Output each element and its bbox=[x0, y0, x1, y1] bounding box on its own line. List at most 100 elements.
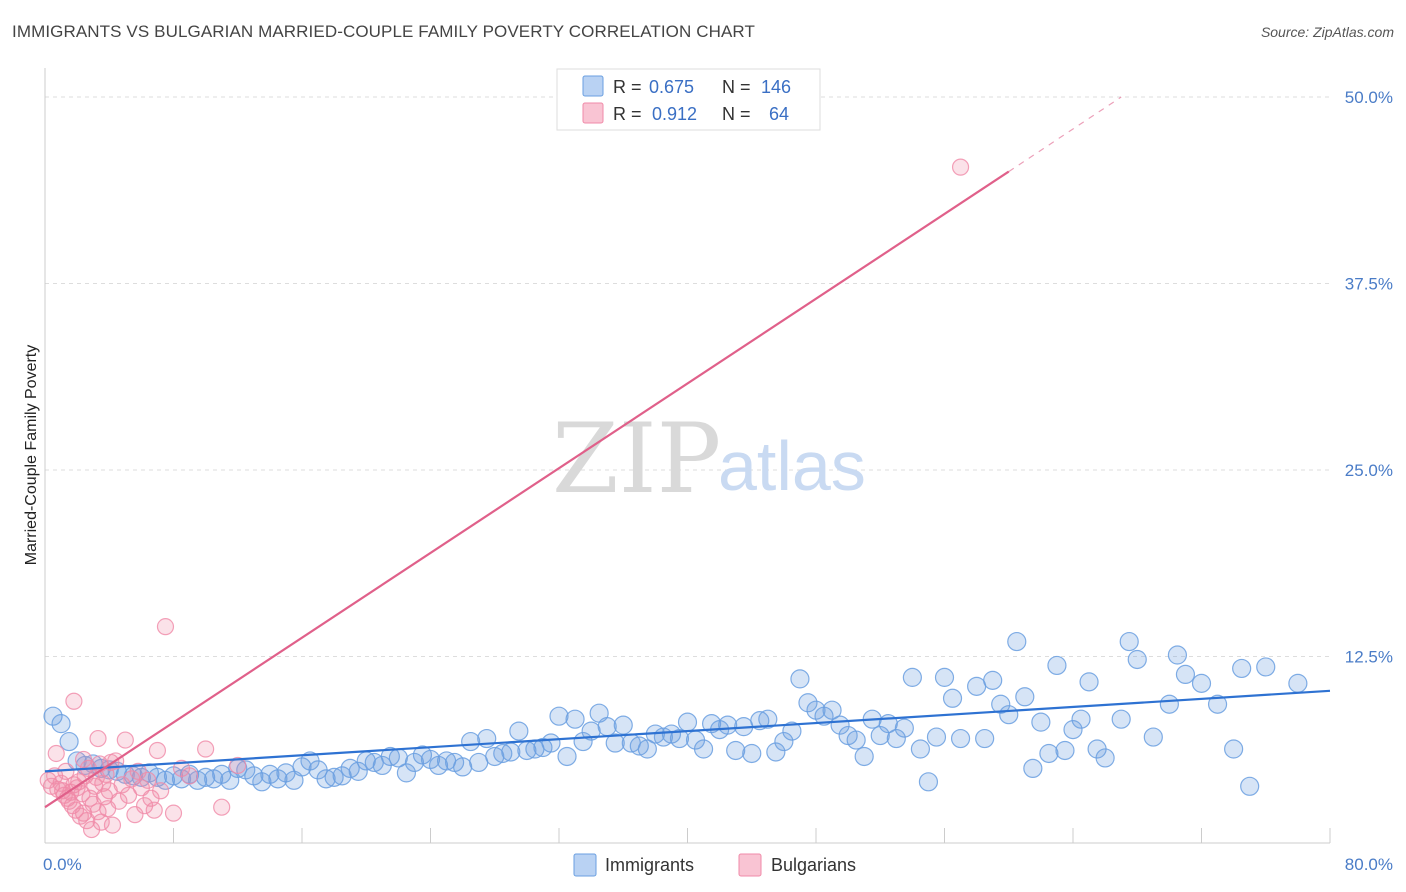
immigrants-point bbox=[1071, 709, 1091, 729]
legend-n-value-1: 146 bbox=[761, 77, 791, 97]
immigrants-point bbox=[324, 767, 344, 787]
trend-lines bbox=[44, 96, 1331, 809]
immigrants-point bbox=[750, 711, 770, 731]
x-tick-label-0: 0.0% bbox=[43, 855, 82, 874]
bulgarians-point bbox=[110, 792, 128, 810]
bulgarians-point bbox=[164, 804, 183, 822]
immigrants-point bbox=[758, 709, 778, 729]
immigrants-point bbox=[396, 763, 417, 783]
immigrants-point bbox=[782, 721, 802, 741]
immigrants-point bbox=[1119, 631, 1139, 652]
x-tick-label-1: 80.0% bbox=[1345, 855, 1393, 874]
bulgarians-point bbox=[156, 618, 175, 636]
bulgarians-point bbox=[139, 771, 157, 789]
immigrants-point bbox=[1256, 657, 1276, 677]
legend-n-value-2: 64 bbox=[769, 104, 789, 124]
axes bbox=[44, 68, 1331, 844]
bulgarians-point bbox=[116, 731, 134, 749]
immigrants-point bbox=[1047, 655, 1067, 676]
legend-r-label-1: R = bbox=[613, 77, 642, 97]
legend-n-label-1: N = bbox=[722, 77, 751, 97]
immigrants-point bbox=[766, 742, 786, 762]
y-tick-label-0: 12.5% bbox=[1345, 648, 1393, 667]
bulgarians-point bbox=[148, 741, 167, 760]
immigrants-point bbox=[1143, 727, 1163, 747]
immigrants-point bbox=[348, 761, 368, 781]
immigrants-point bbox=[1039, 743, 1059, 764]
immigrants-point bbox=[1191, 673, 1212, 693]
bulgarians-point bbox=[119, 786, 138, 804]
chart-title: IMMIGRANTS VS BULGARIAN MARRIED-COUPLE F… bbox=[12, 22, 755, 41]
immigrants-point bbox=[637, 739, 657, 759]
immigrants-point bbox=[541, 733, 561, 753]
immigrants-point bbox=[493, 743, 513, 764]
bulgarians-point bbox=[152, 782, 170, 800]
bulgarians-point bbox=[47, 744, 65, 763]
immigrants-point bbox=[854, 746, 874, 767]
immigrants-point bbox=[1288, 673, 1308, 693]
immigrants-point bbox=[975, 728, 995, 749]
immigrants-point bbox=[461, 731, 481, 752]
watermark: ZIP atlas bbox=[552, 403, 866, 515]
bulgarians-point bbox=[74, 750, 93, 769]
immigrants-point bbox=[509, 721, 529, 741]
immigrants-point bbox=[669, 728, 690, 749]
legend-swatch-bulgarians bbox=[582, 102, 604, 124]
immigrants-point bbox=[404, 752, 425, 773]
immigrants-point bbox=[693, 739, 714, 759]
y-axis-label: Married-Couple Family Poverty bbox=[23, 345, 40, 566]
immigrants-trend-line bbox=[44, 689, 1331, 773]
y-tick-labels: 12.5% 25.0% 37.5% 50.0% bbox=[1345, 88, 1393, 667]
immigrants-point bbox=[43, 706, 63, 726]
immigrants-point bbox=[1127, 649, 1147, 670]
immigrants-point bbox=[1015, 687, 1035, 707]
immigrants-point bbox=[453, 757, 473, 777]
bulgarians-point bbox=[145, 801, 163, 819]
immigrants-point bbox=[1159, 694, 1179, 714]
immigrants-point bbox=[332, 766, 352, 786]
bulgarians-point bbox=[103, 816, 122, 834]
y-tick-label-1: 25.0% bbox=[1345, 461, 1393, 480]
immigrants-point bbox=[934, 667, 955, 687]
immigrants-point bbox=[718, 715, 738, 735]
immigrants-point bbox=[1007, 631, 1027, 652]
bulgarians-point bbox=[197, 740, 215, 758]
immigrants-point bbox=[549, 706, 569, 726]
bulgarians-trend-line bbox=[44, 170, 1010, 809]
immigrants-point bbox=[1175, 664, 1196, 685]
immigrants-point bbox=[1111, 709, 1131, 729]
immigrants-point bbox=[798, 693, 818, 713]
immigrants-point bbox=[1207, 694, 1228, 714]
immigrants-point bbox=[742, 743, 762, 764]
immigrants-point bbox=[581, 721, 601, 741]
bottom-legend-bulgarians: Bulgarians bbox=[771, 855, 856, 875]
immigrants-point bbox=[774, 731, 794, 752]
immigrants-point bbox=[59, 731, 79, 752]
immigrants-point bbox=[999, 705, 1019, 725]
source-credit: Source: ZipAtlas.com bbox=[1260, 24, 1394, 40]
immigrants-point bbox=[942, 688, 963, 708]
immigrants-point bbox=[1079, 672, 1099, 692]
immigrants-point bbox=[1031, 712, 1051, 732]
y-tick-label-3: 50.0% bbox=[1345, 88, 1393, 107]
immigrants-point bbox=[613, 715, 633, 735]
immigrants-point bbox=[677, 712, 698, 732]
immigrants-point bbox=[565, 709, 585, 729]
immigrants-point bbox=[983, 670, 1003, 690]
immigrants-point bbox=[950, 728, 971, 749]
watermark-zip: ZIP bbox=[552, 403, 721, 515]
immigrants-point bbox=[926, 727, 947, 747]
immigrants-point bbox=[1240, 776, 1260, 796]
immigrants-point bbox=[501, 742, 521, 762]
bottom-legend-swatch-immigrants bbox=[573, 853, 597, 877]
legend-swatch-immigrants bbox=[582, 75, 604, 97]
immigrants-point bbox=[910, 739, 931, 759]
immigrants-point bbox=[196, 767, 216, 787]
immigrants-point bbox=[1095, 748, 1115, 768]
immigrants-point bbox=[967, 676, 987, 696]
bulgarians-trend-extension bbox=[1008, 96, 1122, 173]
grid-lines bbox=[45, 96, 1330, 657]
bulgarians-point bbox=[78, 812, 96, 830]
legend: R = 0.675 N = 146 R = 0.912 N = 64 bbox=[556, 68, 821, 131]
